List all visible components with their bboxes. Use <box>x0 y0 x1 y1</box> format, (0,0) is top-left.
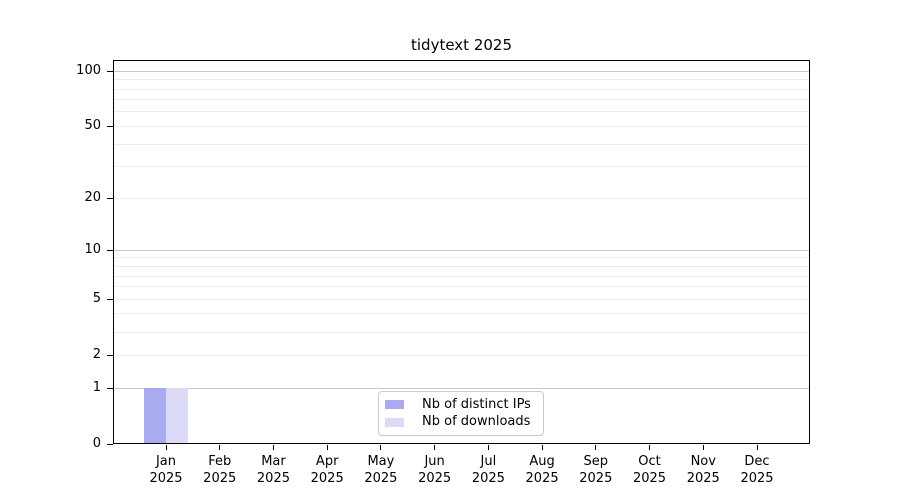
x-tick-label-nov: Nov 2025 <box>663 453 743 487</box>
y-tick-1 <box>107 387 113 389</box>
x-tick-label-feb: Feb 2025 <box>180 453 260 487</box>
x-tick-year-oct: 2025 <box>632 471 667 486</box>
minor-gridline-80 <box>114 88 809 90</box>
x-tick-month-nov: Nov <box>690 454 716 469</box>
x-tick-year-nov: 2025 <box>686 471 720 486</box>
major-gridline-10 <box>114 249 809 251</box>
x-tick-apr <box>326 445 328 450</box>
x-tick-may <box>380 445 382 450</box>
x-tick-nov <box>702 445 704 450</box>
x-tick-label-oct: Oct 2025 <box>610 453 690 487</box>
x-tick-oct <box>649 445 651 450</box>
legend-label-distinct-ips: Nb of distinct IPs <box>422 396 531 412</box>
x-tick-month-feb: Feb <box>208 454 232 469</box>
minor-gridline-8 <box>114 266 809 267</box>
legend-item-distinct-ips: Nb of distinct IPs <box>385 397 535 413</box>
y-tick-50 <box>107 125 113 127</box>
x-tick-year-aug: 2025 <box>525 471 559 486</box>
x-tick-label-may: May 2025 <box>341 453 421 487</box>
major-gridline-100 <box>114 70 809 72</box>
minor-gridline-3 <box>114 331 809 333</box>
y-tick-label-2: 2 <box>92 347 101 363</box>
minor-gridline-5 <box>114 298 809 300</box>
x-tick-month-dec: Dec <box>744 454 770 469</box>
y-tick-label-50: 50 <box>84 118 101 134</box>
y-tick-label-5: 5 <box>92 291 101 307</box>
minor-gridline-2 <box>114 354 809 356</box>
y-tick-label-100: 100 <box>76 63 101 79</box>
y-tick-20 <box>107 197 113 199</box>
legend: Nb of distinct IPs Nb of downloads <box>378 391 544 436</box>
x-tick-year-jan: 2025 <box>149 471 183 486</box>
x-tick-year-sep: 2025 <box>579 471 613 486</box>
x-tick-aug <box>541 445 543 450</box>
x-tick-jun <box>434 445 436 450</box>
legend-label-downloads: Nb of downloads <box>422 414 531 430</box>
x-tick-label-sep: Sep 2025 <box>556 453 636 487</box>
x-tick-year-jul: 2025 <box>471 471 505 486</box>
minor-gridline-50 <box>114 125 809 127</box>
x-tick-sep <box>595 445 597 450</box>
x-tick-jul <box>487 445 489 450</box>
y-tick-label-0: 0 <box>92 436 101 451</box>
minor-gridline-70 <box>114 99 809 101</box>
bar-nb-of-distinct-ips-jan <box>144 388 166 444</box>
x-tick-month-jun: Jun <box>424 454 445 469</box>
x-tick-year-mar: 2025 <box>256 471 290 486</box>
minor-gridline-20 <box>114 197 809 199</box>
x-tick-dec <box>756 445 758 450</box>
y-tick-label-1: 1 <box>92 380 101 395</box>
x-tick-jan <box>165 445 167 450</box>
legend-item-downloads: Nb of downloads <box>385 414 535 430</box>
minor-gridline-90 <box>114 79 809 81</box>
x-tick-year-may: 2025 <box>364 471 398 486</box>
minor-gridline-4 <box>114 313 809 315</box>
y-tick-5 <box>107 298 113 300</box>
x-tick-month-jul: Jul <box>480 454 497 469</box>
x-tick-label-jan: Jan 2025 <box>126 453 206 487</box>
x-tick-feb <box>219 445 221 450</box>
x-tick-mar <box>272 445 274 450</box>
x-tick-month-may: May <box>367 454 395 469</box>
y-tick-label-10: 10 <box>84 242 101 258</box>
minor-gridline-9 <box>114 257 809 259</box>
x-tick-label-apr: Apr 2025 <box>287 453 367 487</box>
y-tick-100 <box>107 70 113 72</box>
x-tick-year-feb: 2025 <box>203 471 237 486</box>
minor-gridline-40 <box>114 143 809 145</box>
major-gridline-1 <box>114 387 809 389</box>
y-tick-10 <box>107 249 113 251</box>
y-tick-label-20: 20 <box>84 190 101 206</box>
chart-title: tidytext 2025 <box>411 36 512 54</box>
minor-gridline-30 <box>114 166 809 168</box>
minor-gridline-60 <box>114 111 809 113</box>
x-tick-label-jul: Jul 2025 <box>448 453 528 487</box>
legend-swatch-distinct-ips <box>385 400 404 410</box>
x-tick-label-aug: Aug 2025 <box>502 453 582 487</box>
minor-gridline-6 <box>114 286 809 288</box>
y-tick-2 <box>107 354 113 356</box>
x-tick-month-aug: Aug <box>529 454 555 469</box>
x-tick-year-apr: 2025 <box>310 471 344 486</box>
x-tick-month-mar: Mar <box>261 454 286 469</box>
plot-border <box>113 60 810 444</box>
x-tick-label-dec: Dec 2025 <box>717 453 797 487</box>
bar-nb-of-downloads-jan <box>166 388 188 444</box>
x-tick-month-oct: Oct <box>638 454 661 469</box>
legend-swatch-downloads <box>385 417 404 427</box>
x-tick-year-jun: 2025 <box>418 471 452 486</box>
x-tick-label-mar: Mar 2025 <box>233 453 313 487</box>
minor-gridline-7 <box>114 275 809 277</box>
x-tick-month-apr: Apr <box>315 454 339 469</box>
x-tick-month-jan: Jan <box>155 454 177 469</box>
x-tick-label-jun: Jun 2025 <box>395 453 475 487</box>
y-tick-0 <box>107 443 113 445</box>
x-tick-year-dec: 2025 <box>740 471 774 486</box>
x-tick-month-sep: Sep <box>583 454 609 469</box>
